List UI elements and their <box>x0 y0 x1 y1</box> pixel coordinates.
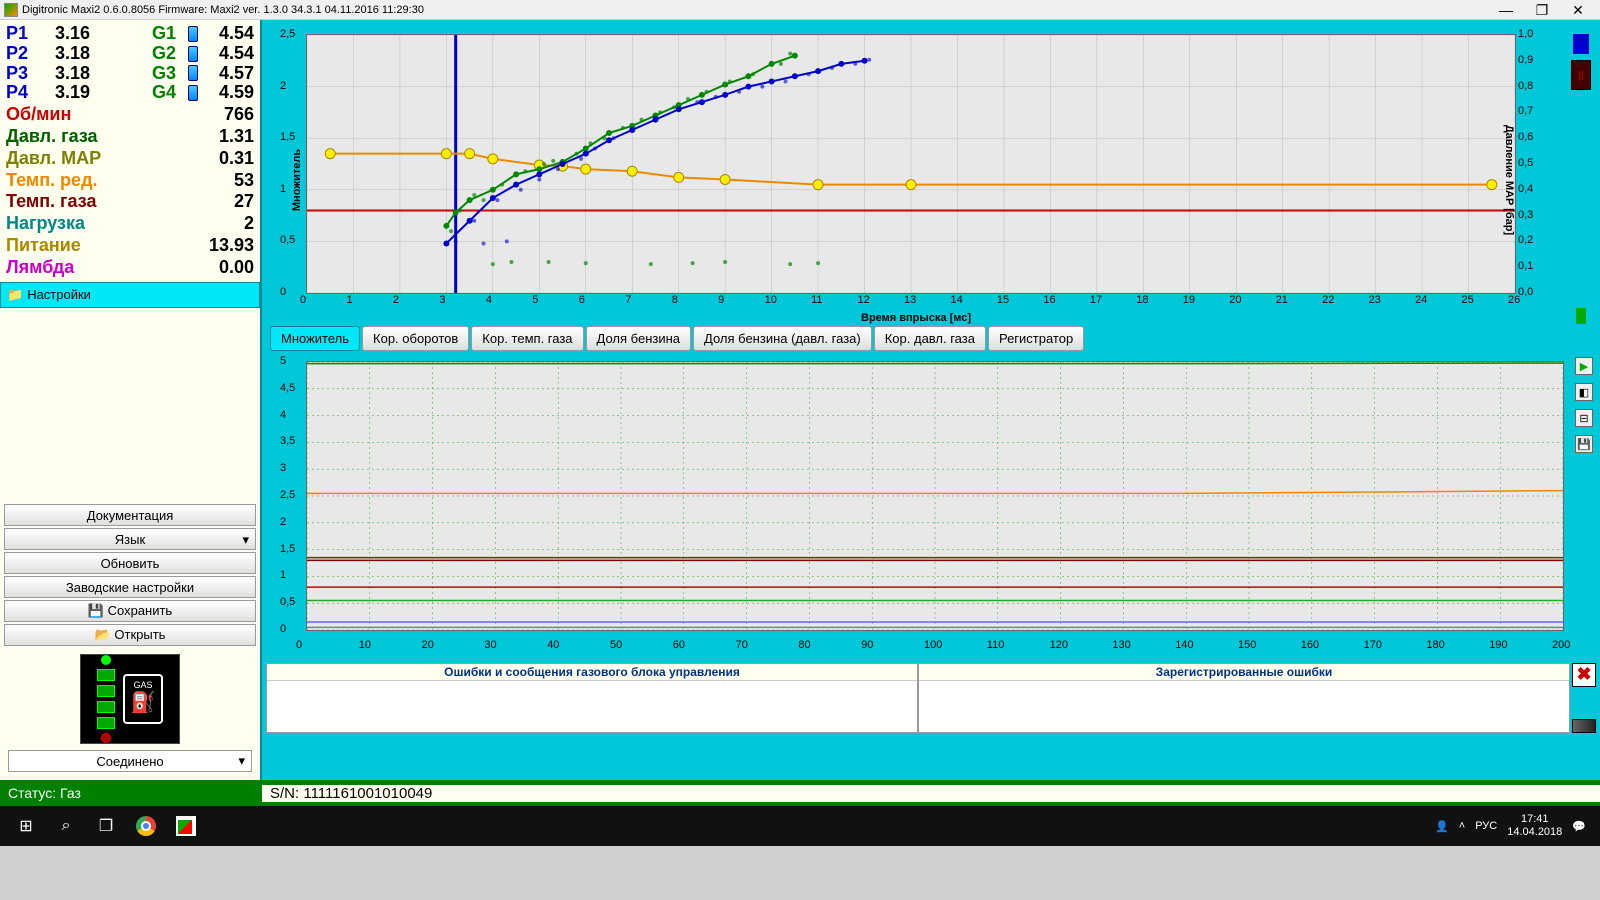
maximize-button[interactable]: ❐ <box>1524 0 1560 20</box>
factory-settings-button[interactable]: Заводские настройки <box>4 576 256 598</box>
serial-number: S/N: 1111161001010049 <box>262 785 1600 802</box>
y-axis-left-label: Множитель <box>291 149 303 211</box>
x-axis-label: Время впрыска [мс] <box>861 312 971 324</box>
top-chart: Множитель Давление MAP [бар] Время впрыс… <box>266 24 1596 324</box>
connection-combo[interactable]: Соединено <box>8 750 252 772</box>
play-icon[interactable]: ▶ <box>1575 357 1593 375</box>
clear-errors-button[interactable]: ✖ <box>1572 663 1596 687</box>
error-indicator <box>1572 719 1596 733</box>
search-button[interactable]: ⌕ <box>46 811 86 841</box>
close-button[interactable]: ✕ <box>1560 0 1596 20</box>
tab-4[interactable]: Доля бензина (давл. газа) <box>693 326 872 351</box>
ecu-messages-panel: Ошибки и сообщения газового блока управл… <box>266 663 918 733</box>
language-combo[interactable]: Язык▾ <box>4 528 256 550</box>
stat-row: Питание13.93 <box>6 236 254 256</box>
indicator-green <box>1576 308 1586 324</box>
titlebar-text: Digitronic Maxi2 0.6.0.8056 Firmware: Ma… <box>22 4 424 16</box>
minimize-button[interactable]: — <box>1488 0 1524 20</box>
tab-6[interactable]: Регистратор <box>988 326 1084 351</box>
stat-row: Об/мин766 <box>6 105 254 125</box>
open-button[interactable]: 📂 Открыть <box>4 624 256 646</box>
refresh-button[interactable]: Обновить <box>4 552 256 574</box>
save-chart-icon[interactable]: 💾 <box>1575 435 1593 453</box>
tab-3[interactable]: Доля бензина <box>586 326 691 351</box>
readings-panel: P13.16 G14.54P23.18 G24.54P33.18 G34.57P… <box>0 20 260 282</box>
clock[interactable]: 17:41 14.04.2018 <box>1507 813 1562 839</box>
digitronic-taskbar-icon[interactable] <box>166 811 206 841</box>
digital-indicator: ▯ <box>1571 60 1591 90</box>
stat-row: Давл. MAP0.31 <box>6 149 254 169</box>
tray-arrow-icon[interactable]: ˄ <box>1459 820 1465 832</box>
sidebar: P13.16 G14.54P23.18 G24.54P33.18 G34.57P… <box>0 20 262 780</box>
indicator-blue <box>1573 34 1589 54</box>
language-indicator[interactable]: РУС <box>1475 820 1497 832</box>
stat-row: Темп. газа27 <box>6 192 254 212</box>
tab-0[interactable]: Множитель <box>270 326 360 351</box>
chrome-icon[interactable] <box>126 811 166 841</box>
stat-row: Лямбда0.00 <box>6 258 254 278</box>
injector-row: P23.18 G24.54 <box>6 44 254 64</box>
settings-button[interactable]: 📁Настройки <box>0 282 260 308</box>
injector-row: P13.16 G14.54 <box>6 24 254 44</box>
taskbar: ⊞ ⌕ ❐ 👤 ˄ РУС 17:41 14.04.2018 💬 <box>0 806 1600 846</box>
registered-errors-panel: Зарегистрированные ошибки <box>918 663 1570 733</box>
injector-row: P33.18 G34.57 <box>6 64 254 84</box>
status-label: Статус: Газ <box>0 785 262 801</box>
tab-2[interactable]: Кор. темп. газа <box>471 326 583 351</box>
y-axis-right-label: Давление MAP [бар] <box>1503 125 1515 235</box>
people-icon[interactable]: 👤 <box>1435 820 1449 833</box>
gas-indicator: GAS ⛽ <box>80 654 180 744</box>
stat-row: Темп. ред.53 <box>6 171 254 191</box>
tabs: МножительКор. оборотовКор. темп. газаДол… <box>270 326 1596 351</box>
content-area: Множитель Давление MAP [бар] Время впрыс… <box>262 20 1600 780</box>
documentation-button[interactable]: Документация <box>4 504 256 526</box>
tab-1[interactable]: Кор. оборотов <box>362 326 469 351</box>
app-icon <box>4 3 18 17</box>
injector-row: P43.19 G44.59 <box>6 83 254 103</box>
start-button[interactable]: ⊞ <box>6 811 46 841</box>
stat-row: Давл. газа1.31 <box>6 127 254 147</box>
titlebar: Digitronic Maxi2 0.6.0.8056 Firmware: Ma… <box>0 0 1600 20</box>
tree-area <box>0 308 260 500</box>
task-view-button[interactable]: ❐ <box>86 811 126 841</box>
save-button[interactable]: 💾 Сохранить <box>4 600 256 622</box>
stat-row: Нагрузка2 <box>6 214 254 234</box>
bottom-chart: 0102030405060708090100110120130140150160… <box>266 353 1572 661</box>
notifications-icon[interactable]: 💬 <box>1572 820 1586 833</box>
error-panels: Ошибки и сообщения газового блока управл… <box>266 663 1596 733</box>
tool-icon-2[interactable]: ⊟ <box>1575 409 1593 427</box>
gas-box: GAS ⛽ <box>123 674 163 724</box>
tab-5[interactable]: Кор. давл. газа <box>874 326 986 351</box>
status-bar: Статус: Газ S/N: 1111161001010049 <box>0 780 1600 806</box>
tool-icon-1[interactable]: ◧ <box>1575 383 1593 401</box>
